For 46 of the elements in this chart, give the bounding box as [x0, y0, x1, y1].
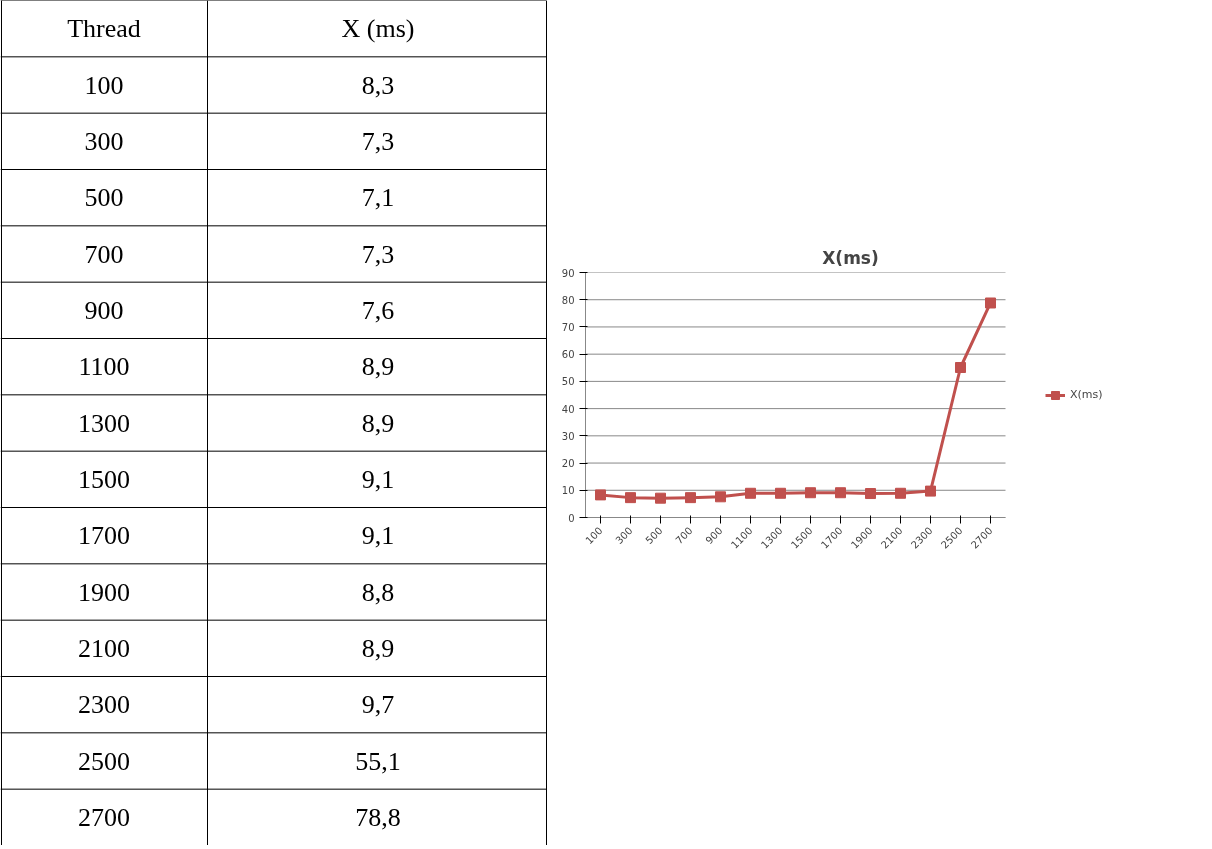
y-tick-label: 50 — [561, 376, 575, 388]
text: 7,3 — [361, 126, 395, 156]
y-tick-label: 60 — [561, 349, 575, 361]
y-tick-label: 40 — [561, 403, 575, 415]
y-tick-label: 0 — [568, 512, 575, 524]
text: Thread — [67, 14, 141, 44]
category-label: 700 — [84, 239, 124, 269]
category-label: 1300 — [78, 408, 130, 438]
text: 78,8 — [355, 802, 401, 832]
category-label: 2100 — [78, 633, 130, 663]
category-label: 900 — [84, 295, 124, 325]
text: 9,1 — [361, 464, 395, 494]
x-tick-label: 700 — [673, 524, 695, 547]
y-tick-label: 70 — [561, 321, 575, 333]
text: 8,9 — [361, 408, 395, 438]
text: 9,7 — [361, 690, 395, 720]
legend-label: X(ms) — [1070, 388, 1104, 401]
category-label: 1500 — [78, 464, 130, 494]
y-tick-label: 30 — [561, 430, 575, 442]
text: 7,3 — [361, 239, 395, 269]
category-label: 2300 — [78, 690, 130, 720]
y-tick-label: 80 — [561, 294, 575, 306]
text: 8,8 — [361, 577, 395, 607]
text: 8,3 — [361, 70, 395, 100]
text: 8,9 — [361, 633, 395, 663]
x-tick-label: 500 — [643, 524, 665, 547]
x-tick-label: 100 — [583, 524, 605, 547]
category-label: 2700 — [78, 802, 130, 832]
x-tick-label: 900 — [703, 524, 725, 547]
category-label: 300 — [84, 126, 124, 156]
category-label: 500 — [84, 183, 124, 213]
y-tick-label: 20 — [561, 458, 575, 470]
text: 55,1 — [355, 746, 401, 776]
text: 9,1 — [361, 521, 395, 551]
category-label: 1900 — [78, 577, 130, 607]
text: 8,9 — [361, 352, 395, 382]
text: X (ms) — [341, 14, 415, 44]
chart-title: X(ms) — [822, 247, 879, 268]
x-tick-label: 300 — [613, 524, 635, 547]
y-tick-label: 10 — [561, 485, 575, 497]
category-label: 1100 — [78, 352, 130, 382]
category-label: 2500 — [78, 746, 130, 776]
y-tick-label: 90 — [561, 267, 575, 279]
text: 7,1 — [361, 183, 395, 213]
category-label: 100 — [84, 70, 124, 100]
text: 7,6 — [361, 295, 395, 325]
